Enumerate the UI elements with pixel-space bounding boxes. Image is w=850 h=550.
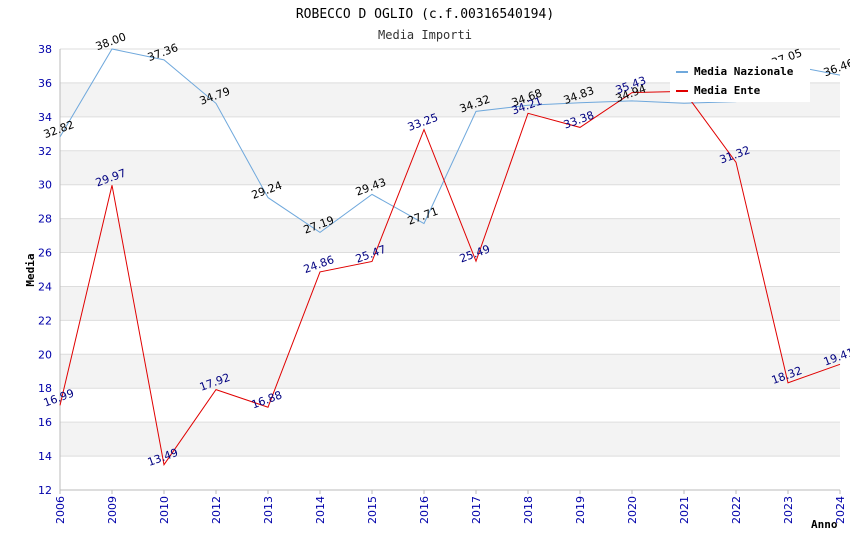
x-tick-label: 2013 [262, 496, 275, 524]
plot-band [60, 388, 840, 423]
plot-band [60, 354, 840, 389]
y-tick-label: 26 [38, 247, 52, 260]
plot-band [60, 320, 840, 355]
y-axis-label: Media [24, 253, 37, 286]
x-tick-label: 2012 [210, 496, 223, 524]
x-tick-label: 2017 [470, 496, 483, 524]
x-tick-label: 2016 [418, 496, 431, 524]
series-line-nazionale [59, 48, 841, 234]
y-tick-label: 16 [38, 416, 52, 429]
y-tick-label: 28 [38, 213, 52, 226]
y-tick-label: 32 [38, 145, 52, 158]
y-tick-labels: 12 14 16 18 20 22 24 26 28 30 32 34 36 38 [38, 43, 52, 497]
x-tick-label: 2024 [834, 496, 847, 524]
plot-band [60, 184, 840, 219]
series-lines [59, 48, 841, 466]
axes [59, 49, 841, 494]
y-tick-label: 38 [38, 43, 52, 56]
legend-box [670, 60, 810, 102]
y-tick-label: 30 [38, 179, 52, 192]
x-tick-labels: 2006 2009 2010 2012 2013 2014 2015 2016 2017 2018… [54, 496, 847, 524]
x-tick-label: 2019 [574, 496, 587, 524]
plot-band [60, 286, 840, 321]
y-tick-label: 14 [38, 450, 52, 463]
chart-subtitle: Media Importi [378, 28, 472, 42]
x-tick-label: 2009 [106, 496, 119, 524]
y-tick-label: 12 [38, 484, 52, 497]
x-tick-label: 2006 [54, 496, 67, 524]
x-tick-label: 2020 [626, 496, 639, 524]
y-tick-label: 34 [38, 111, 52, 124]
plot-band [60, 116, 840, 151]
plot-band [60, 218, 840, 253]
legend: Media Nazionale Media Ente [670, 60, 810, 102]
y-tick-label: 24 [38, 280, 52, 293]
plot-band [60, 252, 840, 287]
x-tick-label: 2015 [366, 496, 379, 524]
plot-band [60, 456, 840, 490]
legend-entry-nazionale: Media Nazionale [694, 65, 794, 78]
y-tick-label: 22 [38, 314, 52, 327]
x-tick-label: 2023 [782, 496, 795, 524]
y-tick-label: 36 [38, 77, 52, 90]
x-tick-label: 2021 [678, 496, 691, 524]
series-line-ente [59, 90, 841, 466]
y-tick-label: 20 [38, 348, 52, 361]
x-tick-label: 2014 [314, 496, 327, 524]
x-axis-label: Anno [811, 518, 838, 531]
x-tick-label: 2010 [158, 496, 171, 524]
plot-bands [60, 49, 840, 490]
chart-title: ROBECCO D OGLIO (c.f.00316540194) [296, 7, 554, 22]
x-tick-label: 2018 [522, 496, 535, 524]
legend-entry-ente: Media Ente [694, 84, 761, 97]
x-tick-label: 2022 [730, 496, 743, 524]
y-tick-label: 18 [38, 382, 52, 395]
